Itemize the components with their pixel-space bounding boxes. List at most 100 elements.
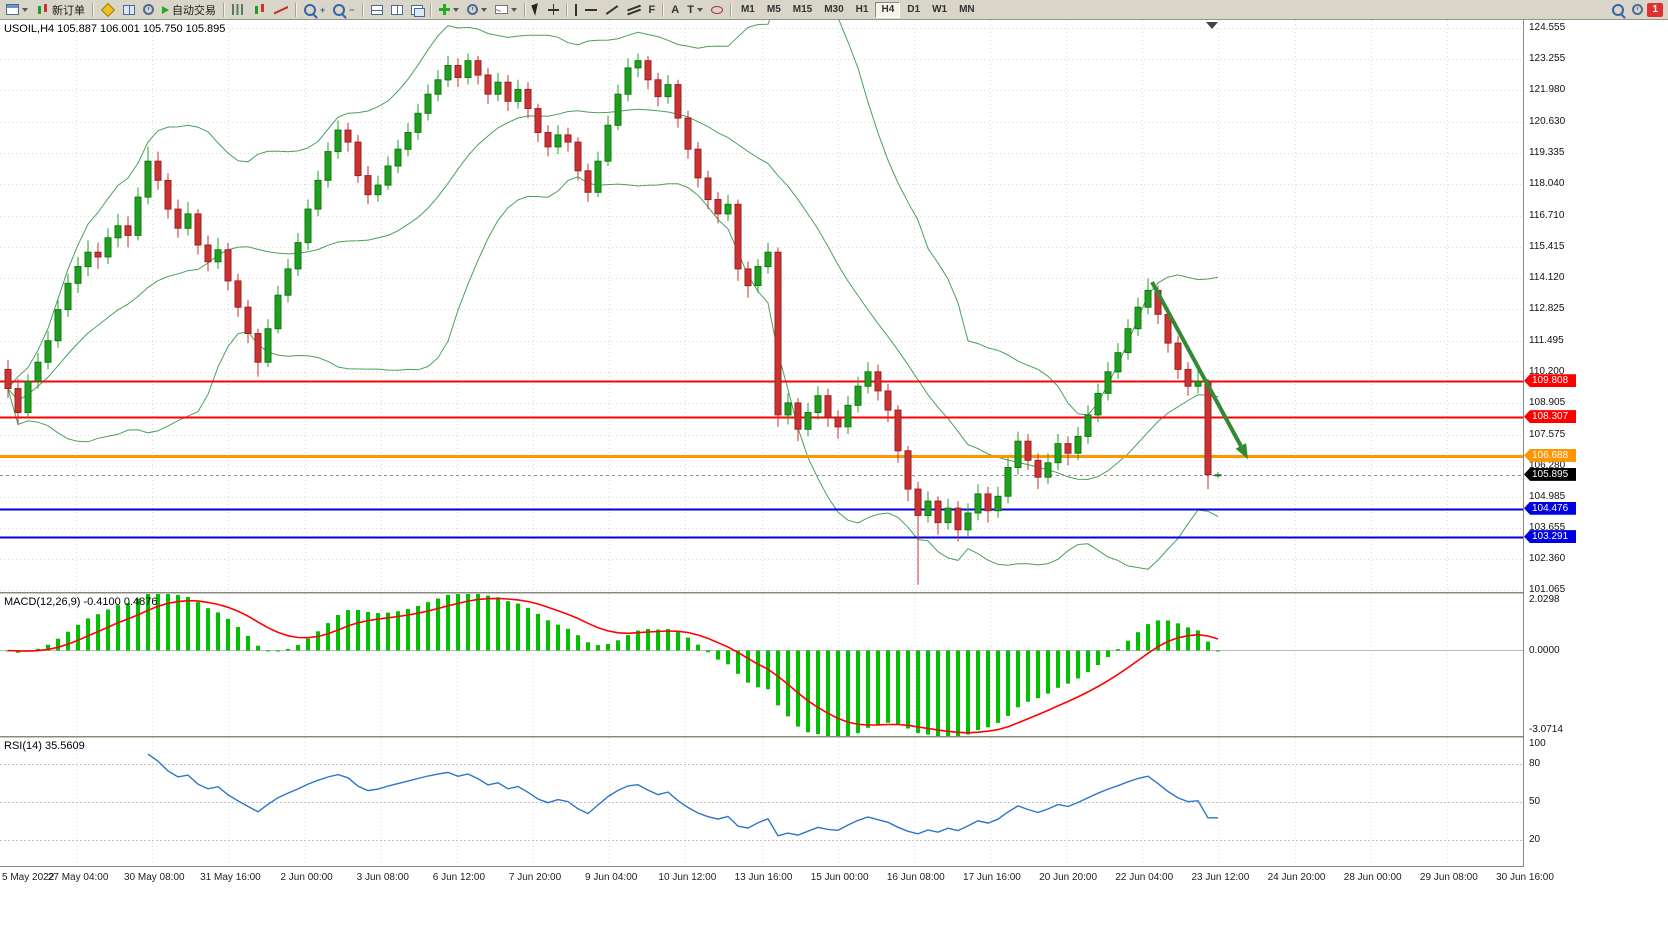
arrow-tool-icon: T (687, 3, 694, 16)
clock-button[interactable] (463, 1, 491, 19)
toolbar-separator (662, 2, 665, 17)
search-button[interactable] (1608, 1, 1628, 19)
market-watch-button[interactable] (97, 1, 119, 19)
price-axis-label: 124.555 (1529, 22, 1566, 34)
trendline-button[interactable] (601, 1, 623, 19)
auto-trading-button[interactable]: 自动交易 (158, 1, 220, 19)
text-tool-button[interactable]: A (667, 1, 683, 19)
time-axis-label: 30 Jun 16:00 (1496, 872, 1554, 883)
zoom-in-button[interactable]: + (300, 1, 329, 19)
rsi-indicator-pane[interactable]: RSI(14) 35.5609 (0, 738, 1523, 866)
quick-order-button[interactable] (435, 1, 463, 19)
fibonacci-button[interactable]: F (645, 1, 660, 19)
candlestick-chart[interactable] (0, 20, 1523, 592)
time-axis[interactable]: 5 May 2022 27 May 04:00 30 May 08:00 31 May… (0, 866, 1554, 889)
data-window-button[interactable] (119, 1, 139, 19)
trendline-icon (605, 4, 618, 15)
price-axis[interactable]: 124.555 123.255 121.980 120.630 119.335 118.0… (1523, 20, 1668, 867)
candlestick-chart-button[interactable] (249, 1, 270, 19)
vertical-line-button[interactable] (571, 1, 581, 19)
timeframe-m5-button[interactable]: M5 (766, 3, 781, 15)
toolbar-separator (523, 2, 526, 17)
price-axis-label: 111.495 (1529, 334, 1564, 346)
navigator-button[interactable] (139, 1, 158, 19)
timeframe-m15-button[interactable]: M15 (792, 3, 813, 15)
cascade-windows-button[interactable] (407, 1, 427, 19)
price-axis-label: 118.040 (1529, 178, 1565, 190)
zoom-out-button[interactable]: − (329, 1, 358, 19)
arrow-tool-button[interactable]: T (683, 1, 707, 19)
cursor-button[interactable] (529, 1, 544, 19)
zoom-out-icon (333, 3, 346, 16)
tile-horizontal-button[interactable] (367, 1, 387, 19)
horizontal-line-icon (584, 8, 597, 11)
zoom-in-icon (304, 3, 316, 16)
shift-end-marker[interactable] (1206, 22, 1218, 29)
time-axis-label: 24 Jun 20:00 (1267, 872, 1326, 883)
price-axis-label: 116.710 (1529, 210, 1565, 221)
price-axis-label: 121.980 (1529, 83, 1566, 95)
new-order-button[interactable]: 新订单 (32, 1, 89, 19)
timeframe-d1-button[interactable]: D1 (907, 3, 921, 15)
news-button[interactable] (491, 1, 521, 19)
time-axis-label: 3 Jun 08:00 (356, 872, 409, 883)
pane-separator[interactable] (0, 736, 1668, 738)
envelope-icon (494, 5, 508, 14)
horizontal-line-button[interactable] (581, 1, 601, 19)
macd-axis-label: -3.0714 (1529, 724, 1563, 735)
search-icon (1612, 3, 1625, 16)
time-axis-label: 13 Jun 16:00 (734, 872, 793, 883)
rsi-label: RSI(14) 35.5609 (4, 740, 85, 752)
toolbar-separator (729, 2, 732, 17)
time-axis-label: 9 Jun 04:00 (585, 872, 638, 883)
time-axis-label: 2 Jun 00:00 (280, 872, 333, 883)
current-price-badge: 105.895 (1524, 467, 1576, 481)
rsi-axis-label: 100 (1529, 738, 1546, 749)
pane-separator[interactable] (0, 592, 1668, 594)
timeframe-h4-button[interactable]: H4 (875, 1, 901, 18)
toolbar-separator (92, 2, 94, 17)
tile-vertical-button[interactable] (387, 1, 407, 19)
channel-button[interactable] (623, 1, 645, 19)
timeframe-m1-button[interactable]: M1 (740, 3, 755, 15)
shapes-button[interactable] (707, 1, 727, 19)
time-axis-label: 16 Jun 08:00 (886, 872, 945, 883)
history-button[interactable] (1628, 1, 1647, 19)
macd-label: MACD(12,26,9) -0.4100 0.4876 (4, 596, 158, 608)
market-watch-icon (100, 2, 116, 17)
chart-workspace: USOIL,H4 105.887 106.001 105.750 105.895… (0, 20, 1668, 940)
cascade-windows-icon (410, 4, 425, 17)
trend-arrow-annotation[interactable] (1150, 281, 1243, 447)
line-chart-icon (274, 4, 288, 15)
level-price-badge: 104.476 (1524, 501, 1576, 515)
main-chart-pane[interactable]: USOIL,H4 105.887 106.001 105.750 105.895 (0, 20, 1523, 592)
timeframe-m30-button[interactable]: M30 (824, 3, 844, 15)
time-axis-label: 15 Jun 00:00 (810, 872, 869, 883)
timeframe-w1-button[interactable]: W1 (932, 3, 948, 15)
notification-badge[interactable]: 1 (1647, 2, 1663, 17)
price-axis-label: 108.905 (1529, 396, 1566, 408)
bar-chart-button[interactable] (228, 1, 249, 19)
cursor-icon (530, 3, 542, 16)
chevron-down-icon (480, 7, 487, 12)
chevron-down-icon (696, 7, 703, 12)
candlestick-chart-icon (253, 3, 266, 16)
timeframe-mn-button[interactable]: MN (959, 3, 975, 15)
rsi-axis-label: 20 (1529, 834, 1541, 846)
macd-indicator-pane[interactable]: MACD(12,26,9) -0.4100 0.4876 (0, 594, 1523, 736)
toolbar-separator (565, 2, 568, 17)
data-window-icon (123, 4, 135, 15)
timeframe-h1-button[interactable]: H1 (855, 3, 869, 15)
chevron-down-icon (452, 7, 459, 12)
price-axis-label: 115.415 (1529, 241, 1565, 252)
navigator-icon (143, 4, 154, 15)
toolbar-separator (361, 2, 364, 17)
chevron-down-icon (22, 7, 28, 12)
symbol-ohlc-label: USOIL,H4 105.887 106.001 105.750 105.895 (4, 23, 226, 35)
price-axis-label: 112.825 (1529, 302, 1565, 314)
crosshair-icon (547, 4, 559, 15)
history-icon (1632, 4, 1644, 15)
crosshair-button[interactable] (544, 1, 563, 19)
new-chart-button[interactable] (2, 1, 32, 19)
line-chart-button[interactable] (270, 1, 292, 19)
